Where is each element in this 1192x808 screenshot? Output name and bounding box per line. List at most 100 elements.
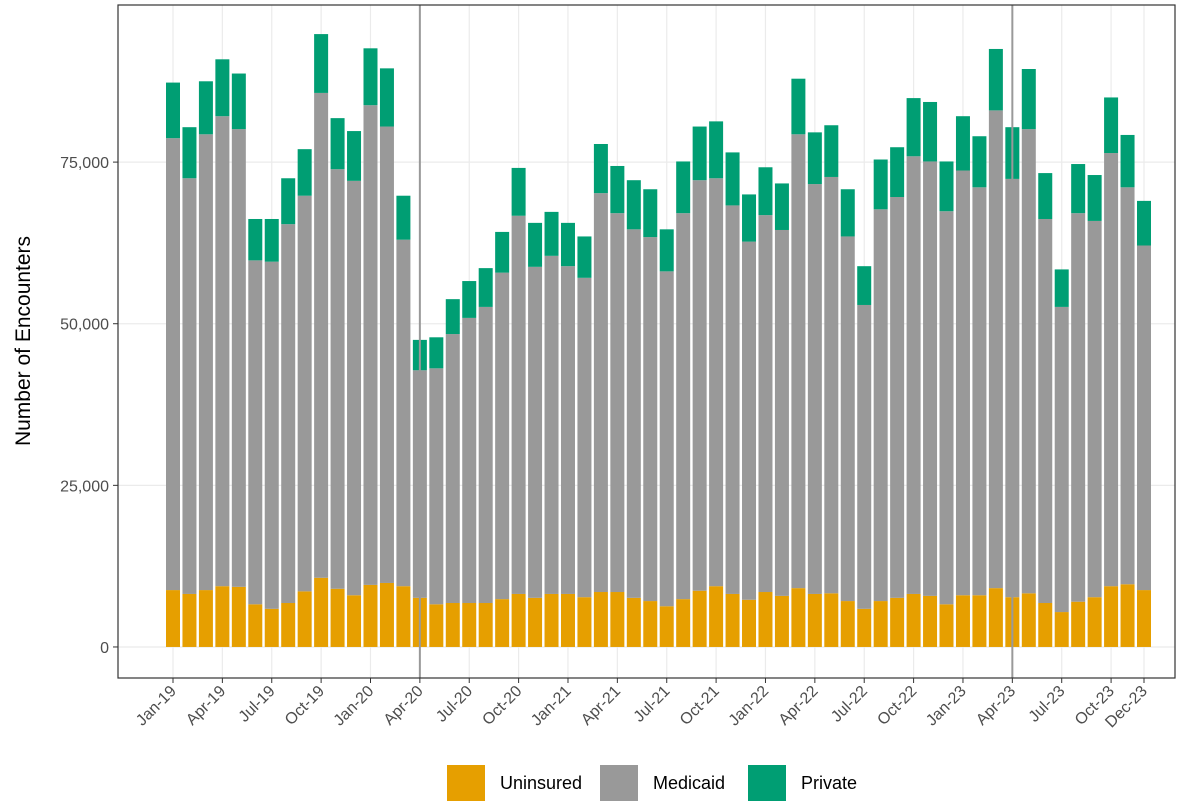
bar-segment: [955, 595, 970, 647]
bar-segment: [742, 194, 757, 242]
bar-segment: [1021, 69, 1036, 130]
bar-segment: [725, 205, 740, 594]
legend-label: Uninsured: [500, 773, 582, 793]
bar-segment: [264, 218, 279, 262]
bar-segment: [544, 211, 559, 256]
bar-segment: [182, 127, 197, 179]
x-tick-label: Apr-23: [973, 683, 1019, 729]
x-tick-label: Apr-19: [183, 683, 229, 729]
bar-segment: [626, 597, 641, 647]
bar-segment: [544, 255, 559, 594]
bar-segment: [972, 136, 987, 188]
bar-segment: [873, 209, 888, 602]
bar-segment: [560, 593, 575, 647]
bar-segment: [676, 161, 691, 214]
bar-segment: [610, 165, 625, 214]
x-tick-label: Jul-19: [236, 683, 279, 726]
bar-segment: [857, 304, 872, 609]
bar-segment: [314, 34, 329, 93]
bar-segment: [774, 595, 789, 647]
bar-segment: [659, 271, 674, 607]
y-axis-title: Number of Encounters: [12, 236, 35, 446]
bar-segment: [923, 595, 938, 647]
bar-segment: [577, 277, 592, 598]
x-tick-label: Jan-20: [331, 683, 378, 730]
bar-segment: [676, 213, 691, 600]
bar-segment: [824, 176, 839, 594]
bar-segment: [330, 169, 345, 589]
bar-segment: [593, 143, 608, 194]
bar-segment: [774, 229, 789, 596]
bar-segment: [330, 588, 345, 647]
x-tick-label: Oct-21: [677, 683, 723, 729]
bar-segment: [1137, 245, 1151, 591]
bar-segment: [281, 224, 296, 604]
bar-segment: [495, 272, 510, 600]
bar-segment: [890, 147, 905, 198]
bar-segment: [1104, 153, 1119, 587]
bar-segment: [429, 368, 444, 605]
bar-segment: [692, 126, 707, 181]
x-tick-label: Jul-22: [828, 683, 871, 726]
x-tick-label: Apr-22: [776, 683, 822, 729]
bar-segment: [807, 132, 822, 185]
bar-segment: [215, 59, 230, 117]
bar-segment: [906, 593, 921, 647]
bar-segment: [198, 134, 213, 591]
bar-segment: [1038, 173, 1053, 219]
bar-segment: [363, 105, 378, 585]
bar-segment: [248, 604, 263, 647]
legend-key: [447, 765, 485, 801]
bar-segment: [972, 187, 987, 596]
bar-segment: [692, 180, 707, 591]
legend-key: [600, 765, 638, 801]
y-tick-label: 0: [100, 640, 109, 657]
bar-segment: [1087, 175, 1102, 221]
bar-segment: [626, 180, 641, 230]
bar-segment: [182, 593, 197, 647]
bar-segment: [231, 129, 246, 587]
legend-label: Medicaid: [653, 773, 725, 793]
bar-segment: [906, 156, 921, 594]
bar-segment: [774, 183, 789, 230]
bar-segment: [231, 586, 246, 647]
bar-segment: [742, 241, 757, 600]
x-tick-label: Jul-20: [433, 683, 476, 726]
bar-segment: [314, 92, 329, 578]
bar-segment: [709, 586, 724, 647]
bar-segment: [248, 260, 263, 605]
bar-segment: [1104, 97, 1119, 154]
bar-segment: [857, 608, 872, 647]
bar-segment: [462, 603, 477, 647]
bar-segment: [166, 138, 180, 591]
bar-segment: [560, 266, 575, 594]
bar-segment: [495, 231, 510, 273]
x-tick-label: Jul-23: [1026, 683, 1069, 726]
bar-segment: [166, 590, 180, 647]
bar-segment: [429, 604, 444, 647]
bar-segment: [676, 599, 691, 647]
bar-segment: [659, 606, 674, 647]
x-tick-label: Oct-22: [874, 683, 920, 729]
bar-segment: [231, 73, 246, 130]
bar-segment: [643, 601, 658, 647]
bar-segment: [659, 229, 674, 272]
bar-segment: [478, 603, 493, 647]
bar-segment: [955, 170, 970, 596]
bar-segment: [709, 178, 724, 587]
bar-segment: [396, 586, 411, 647]
bar-segment: [528, 222, 543, 267]
bar-segment: [988, 110, 1003, 589]
bar-segment: [725, 152, 740, 206]
bar-segment: [379, 582, 394, 647]
bar-segment: [528, 266, 543, 598]
bar-segment: [577, 236, 592, 278]
bar-segment: [758, 167, 773, 216]
bar-segment: [955, 116, 970, 171]
bar-segment: [643, 237, 658, 602]
bar-segment: [890, 597, 905, 647]
bar-segment: [807, 184, 822, 594]
bar-segment: [528, 597, 543, 647]
